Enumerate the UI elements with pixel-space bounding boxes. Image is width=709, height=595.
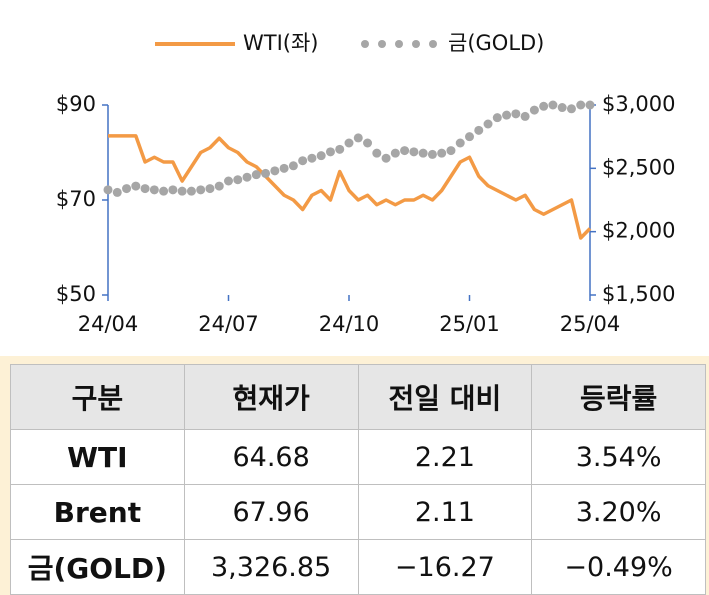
dot xyxy=(576,100,586,110)
header-cell: 전일 대비 xyxy=(357,364,533,430)
x-tick-label: 24/04 xyxy=(78,312,139,336)
y2-tick-label: $2,000 xyxy=(602,219,675,243)
dot xyxy=(465,132,474,142)
dot xyxy=(177,186,187,196)
legend-swatch xyxy=(395,40,403,48)
legend-swatch xyxy=(429,40,437,48)
x-tick-label: 25/01 xyxy=(439,312,500,336)
table-cell: 64.68 xyxy=(183,429,359,485)
legend-swatch xyxy=(361,40,369,48)
dot xyxy=(214,181,224,191)
dot xyxy=(418,148,428,158)
dot xyxy=(168,185,178,195)
legend-swatch xyxy=(378,40,386,48)
dot xyxy=(112,187,122,197)
dot xyxy=(131,181,141,191)
dot xyxy=(159,186,169,196)
y-tick-label: $50 xyxy=(56,282,96,306)
table-cell: 3.54% xyxy=(531,429,706,485)
dot xyxy=(400,146,410,156)
dot xyxy=(474,125,484,135)
line-series xyxy=(108,134,592,240)
y-tick-label: $70 xyxy=(56,187,96,211)
dot xyxy=(196,185,206,195)
dot xyxy=(316,151,326,161)
dot xyxy=(103,185,113,195)
dot xyxy=(149,185,159,195)
table: 구분 현재가 전일 대비 등락률 WTI 64.68 2.21 3.54% Brent 67.96… xyxy=(10,364,706,595)
table-cell: 금(GOLD) xyxy=(10,539,185,595)
dot xyxy=(427,149,437,159)
y2-tick-label: $2,500 xyxy=(602,155,675,179)
dot xyxy=(455,138,465,148)
table-cell: WTI xyxy=(10,429,185,485)
dot xyxy=(186,186,196,196)
table-row: Brent 67.96 2.11 3.20% xyxy=(10,484,706,540)
legend-label: 금(GOLD) xyxy=(448,31,544,55)
table-cell: −16.27 xyxy=(357,539,533,595)
dot xyxy=(529,105,539,115)
dot xyxy=(251,170,261,180)
header-cell: 구분 xyxy=(10,364,185,430)
dot xyxy=(585,100,595,110)
dot xyxy=(224,176,233,186)
dot xyxy=(140,184,150,194)
table-row: WTI 64.68 2.21 3.54% xyxy=(10,429,706,485)
table-cell: 2.11 xyxy=(357,484,533,540)
dot xyxy=(502,110,512,120)
y2-tick-label: $3,000 xyxy=(602,92,675,116)
dot xyxy=(566,104,576,114)
dot xyxy=(483,119,493,129)
dot xyxy=(539,101,549,111)
header-row: 구분 현재가 전일 대비 등락률 xyxy=(10,364,706,430)
dot xyxy=(381,153,391,163)
table-cell: Brent xyxy=(10,484,185,540)
x-tick-label: 24/10 xyxy=(319,312,380,336)
dot xyxy=(353,133,363,143)
dot xyxy=(520,111,530,121)
dot xyxy=(557,103,567,113)
dot xyxy=(233,175,243,185)
chart: $50 $70 $90 $1,500 $2,000 $2,500 $3,000 24/04 24… xyxy=(0,0,709,356)
dot xyxy=(298,156,308,166)
dot xyxy=(363,138,373,148)
legend-swatch xyxy=(412,40,420,48)
dot xyxy=(279,163,289,173)
dot xyxy=(437,148,447,158)
dot xyxy=(288,161,298,171)
dot xyxy=(335,144,345,154)
x-tick-label: 24/07 xyxy=(198,312,259,336)
legend-label: WTI(좌) xyxy=(243,31,319,55)
table-cell: 2.21 xyxy=(357,429,533,485)
y2-tick-label: $1,500 xyxy=(602,282,675,306)
dot xyxy=(446,146,456,156)
table-row: 금(GOLD) 3,326.85 −16.27 −0.49% xyxy=(10,539,706,595)
table-cell: 3.20% xyxy=(531,484,706,540)
dot xyxy=(372,148,382,158)
dot xyxy=(270,166,280,176)
dot xyxy=(122,184,132,194)
table-cell: 3,326.85 xyxy=(183,539,359,595)
dot xyxy=(409,147,419,157)
header-cell: 등락률 xyxy=(531,364,706,430)
table-cell: −0.49% xyxy=(531,539,706,595)
dot xyxy=(242,172,252,182)
header-cell: 현재가 xyxy=(183,364,359,430)
dot xyxy=(390,148,400,158)
dot xyxy=(205,184,215,194)
dot xyxy=(307,153,317,163)
x-tick-label: 25/04 xyxy=(560,312,621,336)
dot xyxy=(511,109,521,119)
dot xyxy=(325,147,335,157)
table-cell: 67.96 xyxy=(183,484,359,540)
dot xyxy=(344,138,354,148)
dot xyxy=(261,168,271,178)
y-tick-label: $90 xyxy=(56,92,96,116)
dot xyxy=(548,100,558,110)
dot xyxy=(492,113,502,123)
